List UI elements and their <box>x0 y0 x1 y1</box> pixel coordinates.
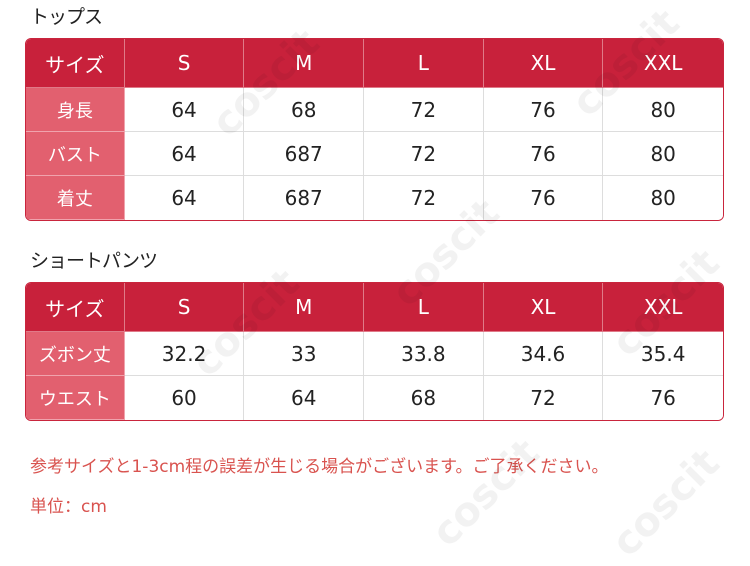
header-cell: S <box>124 283 245 332</box>
note: 参考サイズと1-3cm程の誤差が生じる場合がございます。ご了承ください。 <box>30 457 609 477</box>
row-label: バスト <box>26 132 125 176</box>
table-cell: 76 <box>483 88 604 132</box>
table-cell: 76 <box>483 132 604 176</box>
table-cell: 64 <box>124 132 245 176</box>
table-cell: 687 <box>244 176 365 220</box>
header-cell: XL <box>483 283 604 332</box>
table-cell: 32.2 <box>124 332 245 376</box>
table-cell: 80 <box>603 176 723 220</box>
table-cell: 687 <box>244 132 365 176</box>
header-cell: サイズ <box>26 39 125 88</box>
size-table: サイズ S M L XL XXL ズボン丈 32.2 33 33.8 34.6 35.4 ウエスト 60 6… <box>25 282 724 421</box>
header-cell: M <box>244 283 365 332</box>
table-row: バスト 64 687 72 76 80 <box>26 132 723 176</box>
row-label: 着丈 <box>26 176 125 220</box>
table-cell: 33 <box>244 332 365 376</box>
table-row: 着丈 64 687 72 76 80 <box>26 176 723 220</box>
table-title: ショートパンツ <box>30 250 158 272</box>
header-cell: XL <box>483 39 604 88</box>
header-cell: サイズ <box>26 283 125 332</box>
table-cell: 72 <box>364 132 484 176</box>
header-cell: S <box>124 39 245 88</box>
header-cell: M <box>244 39 365 88</box>
table-cell: 68 <box>244 88 365 132</box>
header-row: サイズ S M L XL XXL <box>26 39 723 88</box>
table-cell: 64 <box>124 88 245 132</box>
row-label: ズボン丈 <box>26 332 125 376</box>
table-row: ウエスト 60 64 68 72 76 <box>26 376 723 420</box>
table-cell: 80 <box>603 88 723 132</box>
header-cell: L <box>364 283 484 332</box>
header-cell: XXL <box>603 39 723 88</box>
watermark: coscit <box>603 440 729 566</box>
table-cell: 72 <box>364 176 484 220</box>
table-row: 身長 64 68 72 76 80 <box>26 88 723 132</box>
header-cell: L <box>364 39 484 88</box>
table-cell: 60 <box>124 376 245 420</box>
table-row: ズボン丈 32.2 33 33.8 34.6 35.4 <box>26 332 723 376</box>
table-title: トップス <box>30 6 103 28</box>
table-cell: 64 <box>244 376 365 420</box>
note: 単位：cm <box>30 497 107 517</box>
row-label: ウエスト <box>26 376 125 420</box>
table-cell: 80 <box>603 132 723 176</box>
row-label: 身長 <box>26 88 125 132</box>
header-cell: XXL <box>603 283 723 332</box>
table-cell: 76 <box>603 376 723 420</box>
table-cell: 72 <box>483 376 604 420</box>
table-cell: 35.4 <box>603 332 723 376</box>
table-cell: 34.6 <box>483 332 604 376</box>
table-cell: 33.8 <box>364 332 484 376</box>
watermark: coscit <box>423 430 549 556</box>
table-cell: 64 <box>124 176 245 220</box>
size-table: サイズ S M L XL XXL 身長 64 68 72 76 80 バスト 64 687 72 76 80 着丈 6… <box>25 38 724 221</box>
table-cell: 68 <box>364 376 484 420</box>
header-row: サイズ S M L XL XXL <box>26 283 723 332</box>
table-cell: 76 <box>483 176 604 220</box>
page: {"watermark": "coscit", "tables": [ {"ti… <box>25 0 729 566</box>
table-cell: 72 <box>364 88 484 132</box>
